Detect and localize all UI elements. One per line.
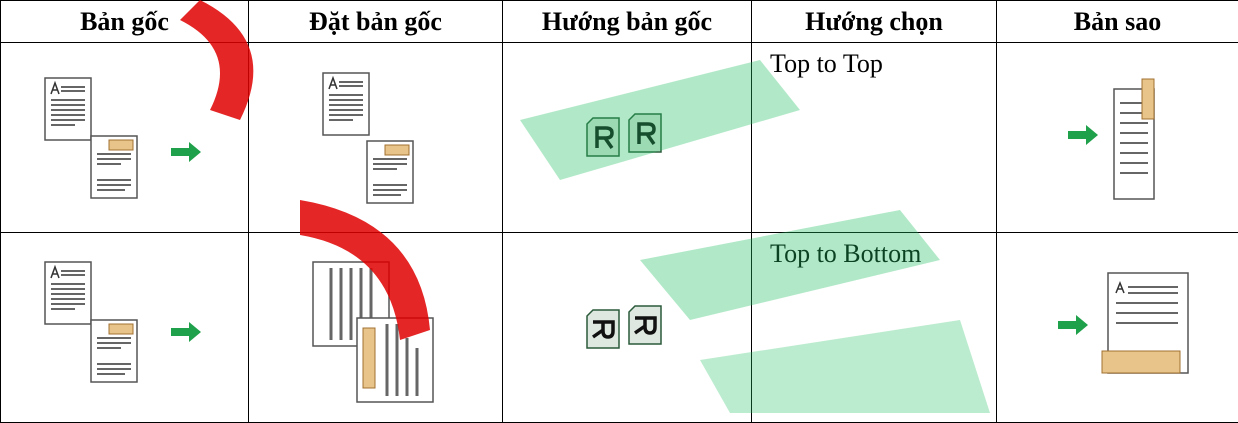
cell — [503, 233, 752, 423]
cell: Top to Bottom — [752, 233, 997, 423]
header-cell: Hướng chọn — [752, 1, 997, 43]
cell — [997, 233, 1238, 423]
header-cell: Bản sao — [997, 1, 1238, 43]
original-icon — [35, 68, 215, 208]
table-row: Top to Bottom — [1, 233, 1238, 423]
orientation-choice: Top to Bottom — [770, 239, 921, 268]
cell — [997, 43, 1238, 233]
copy-icon — [1028, 263, 1208, 393]
table-row: Top to Top — [1, 43, 1238, 233]
original-icon — [35, 248, 215, 408]
page: Bản gốc Đặt bản gốc Hướng bản gốc Hướng … — [0, 0, 1238, 413]
header-cell: Bản gốc — [1, 1, 249, 43]
cell — [503, 43, 752, 233]
cell — [249, 233, 503, 423]
orientation-choice: Top to Top — [770, 49, 883, 78]
header-cell: Đặt bản gốc — [249, 1, 503, 43]
orientation-icon — [557, 108, 697, 168]
header-cell: Hướng bản gốc — [503, 1, 752, 43]
placement-icon — [311, 63, 441, 213]
cell — [1, 233, 249, 423]
cell: Top to Top — [752, 43, 997, 233]
placement-icon — [301, 248, 451, 408]
cell — [249, 43, 503, 233]
orientation-icon — [557, 298, 697, 358]
header-row: Bản gốc Đặt bản gốc Hướng bản gốc Hướng … — [1, 1, 1238, 43]
copy-icon — [1048, 63, 1188, 213]
cell — [1, 43, 249, 233]
